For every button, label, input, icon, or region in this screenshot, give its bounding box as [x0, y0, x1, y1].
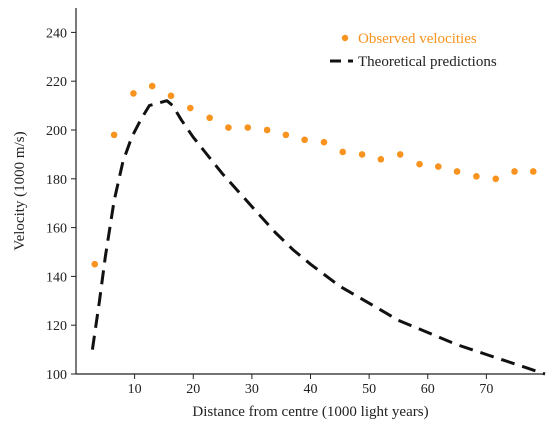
x-tick-label: 10	[128, 382, 142, 397]
observed-point	[244, 124, 252, 131]
x-axis-label: Distance from centre (1000 light years)	[192, 404, 428, 420]
y-ticks: 100 120 140 160 180 200 220 240	[46, 26, 76, 383]
observed-point	[435, 163, 442, 170]
observed-point	[301, 136, 308, 144]
y-tick-label: 240	[46, 26, 67, 41]
x-tick-label: 30	[245, 382, 259, 397]
y-tick-label: 200	[46, 124, 67, 139]
observed-point	[130, 90, 137, 97]
y-tick-label: 100	[46, 368, 67, 383]
observed-point	[377, 155, 385, 163]
y-tick-label: 120	[46, 319, 67, 334]
x-tick-label: 60	[421, 382, 435, 397]
observed-point	[358, 151, 366, 158]
observed-point	[148, 82, 156, 90]
observed-point	[416, 160, 423, 168]
observed-point	[396, 151, 404, 158]
observed-point	[91, 260, 99, 268]
theoretical-line	[90, 99, 546, 376]
observed-point	[492, 175, 500, 183]
observed-point	[282, 131, 290, 139]
observed-point	[473, 173, 480, 180]
legend-observed-label: Observed velocities	[358, 31, 477, 47]
x-tick-label: 70	[479, 382, 493, 397]
legend-observed-marker	[341, 34, 349, 42]
observed-series	[91, 82, 537, 268]
observed-point	[320, 138, 328, 146]
observed-point	[263, 126, 271, 134]
observed-point	[225, 124, 232, 131]
y-axis-label: Velocity (1000 m/s)	[12, 131, 28, 250]
observed-point	[529, 168, 537, 175]
x-ticks: 10 20 30 40 50 60 70	[128, 374, 493, 397]
legend-theoretical-label: Theoretical predictions	[358, 54, 497, 70]
legend: Observed velocities Theoretical predicti…	[330, 31, 497, 70]
x-tick-label: 40	[304, 382, 318, 397]
observed-point	[110, 131, 118, 139]
observed-point	[187, 104, 194, 112]
observed-point	[339, 148, 347, 156]
y-tick-label: 140	[46, 270, 67, 285]
theoretical-series	[90, 99, 546, 376]
y-tick-label: 220	[46, 75, 67, 90]
observed-point	[511, 168, 518, 175]
y-tick-label: 180	[46, 173, 67, 188]
y-tick-label: 160	[46, 222, 67, 237]
x-tick-label: 50	[362, 382, 376, 397]
observed-point	[167, 92, 175, 100]
observed-point	[206, 114, 213, 122]
observed-point	[453, 168, 461, 175]
x-tick-label: 20	[186, 382, 200, 397]
